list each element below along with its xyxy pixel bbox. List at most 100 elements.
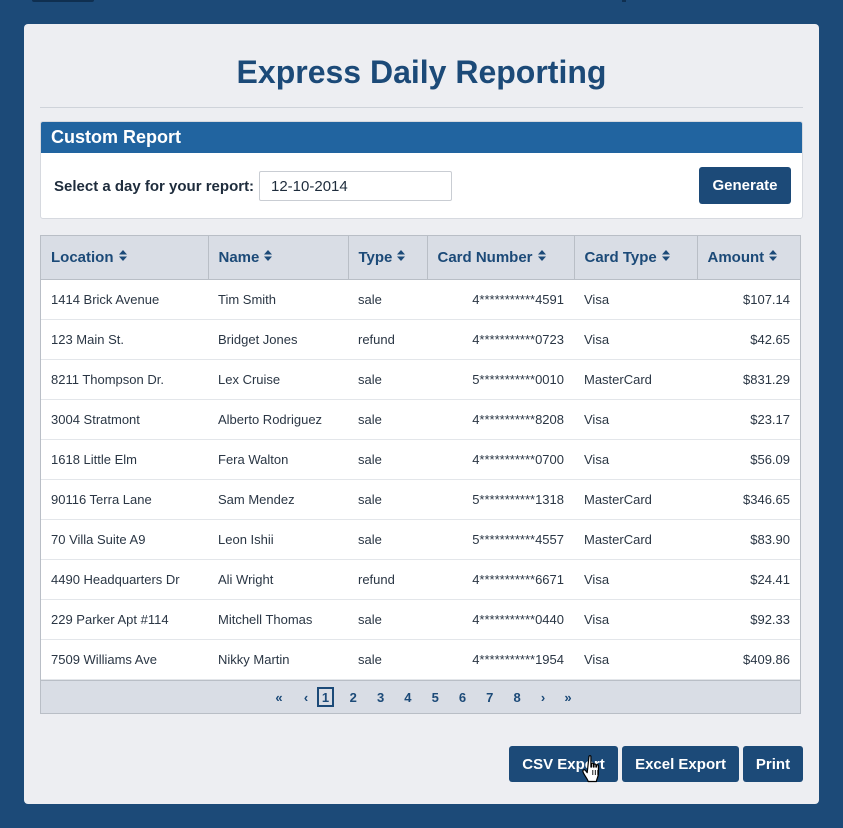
cell-location: 229 Parker Apt #114 bbox=[41, 599, 208, 640]
cell-amount: $831.29 bbox=[697, 359, 800, 400]
cell-name: Bridget Jones bbox=[208, 319, 348, 360]
column-header-label: Card Type bbox=[584, 248, 657, 266]
report-date-input[interactable] bbox=[259, 171, 452, 201]
pagination-page-4[interactable]: 4 bbox=[404, 690, 412, 705]
top-nav-fragment bbox=[32, 0, 94, 2]
csv-export-button[interactable]: CSV Export bbox=[509, 746, 618, 782]
top-nav-fragment-dot bbox=[622, 0, 626, 2]
custom-report-header: Custom Report bbox=[41, 122, 802, 153]
cell-name: Ali Wright bbox=[208, 559, 348, 600]
column-header-amount[interactable]: Amount bbox=[697, 236, 800, 280]
cell-location: 7509 Williams Ave bbox=[41, 639, 208, 680]
table-header-row: Location Name Type Card Number Card Type Amou… bbox=[41, 236, 800, 280]
sort-icon[interactable] bbox=[397, 249, 406, 262]
pagination-page-7[interactable]: 7 bbox=[486, 690, 494, 705]
cell-card-number: 4***********4591 bbox=[427, 279, 574, 320]
cell-location: 1618 Little Elm bbox=[41, 439, 208, 480]
print-button[interactable]: Print bbox=[743, 746, 803, 782]
pagination-first[interactable]: « bbox=[275, 690, 283, 705]
cell-card-number: 4***********0723 bbox=[427, 319, 574, 360]
cell-name: Sam Mendez bbox=[208, 479, 348, 520]
cell-location: 3004 Stratmont bbox=[41, 399, 208, 440]
cell-card-type: Visa bbox=[574, 599, 697, 640]
cell-name: Lex Cruise bbox=[208, 359, 348, 400]
pagination-last[interactable]: » bbox=[564, 690, 572, 705]
generate-button[interactable]: Generate bbox=[699, 167, 791, 204]
table-row: 4490 Headquarters Dr Ali Wright refund 4***… bbox=[41, 559, 800, 600]
cell-card-type: Visa bbox=[574, 439, 697, 480]
sort-icon[interactable] bbox=[118, 249, 127, 262]
cell-card-number: 5***********0010 bbox=[427, 359, 574, 400]
sort-icon[interactable] bbox=[537, 249, 546, 262]
cell-card-type: Visa bbox=[574, 639, 697, 680]
column-header-card-type[interactable]: Card Type bbox=[574, 236, 698, 280]
cell-card-number: 4***********6671 bbox=[427, 559, 574, 600]
pagination-page-2[interactable]: 2 bbox=[349, 690, 357, 705]
pagination-page-5[interactable]: 5 bbox=[431, 690, 439, 705]
title-divider bbox=[40, 107, 803, 108]
cell-name: Leon Ishii bbox=[208, 519, 348, 560]
cell-card-type: MasterCard bbox=[574, 519, 697, 560]
pagination-page-6[interactable]: 6 bbox=[458, 690, 467, 705]
excel-export-button[interactable]: Excel Export bbox=[622, 746, 739, 782]
column-header-location[interactable]: Location bbox=[41, 236, 209, 280]
sort-icon[interactable] bbox=[769, 249, 778, 262]
cell-name: Nikky Martin bbox=[208, 639, 348, 680]
cell-location: 90116 Terra Lane bbox=[41, 479, 208, 520]
column-header-card-number[interactable]: Card Number bbox=[427, 236, 575, 280]
column-header-label: Type bbox=[358, 248, 393, 266]
column-header-type[interactable]: Type bbox=[348, 236, 428, 280]
sort-icon[interactable] bbox=[661, 249, 670, 262]
sort-icon[interactable] bbox=[264, 249, 273, 262]
cell-amount: $107.14 bbox=[697, 279, 800, 320]
cell-amount: $56.09 bbox=[697, 439, 800, 480]
cell-amount: $24.41 bbox=[697, 559, 800, 600]
cell-type: refund bbox=[348, 559, 427, 600]
cell-type: sale bbox=[348, 639, 427, 680]
column-header-label: Location bbox=[51, 248, 114, 266]
cell-amount: $346.65 bbox=[697, 479, 800, 520]
cell-card-type: Visa bbox=[574, 559, 697, 600]
cell-name: Tim Smith bbox=[208, 279, 348, 320]
cell-type: sale bbox=[348, 279, 427, 320]
pagination-page-3[interactable]: 3 bbox=[376, 690, 385, 705]
pagination-page-1[interactable]: 1 bbox=[317, 687, 334, 707]
cell-card-type: Visa bbox=[574, 279, 697, 320]
cell-location: 123 Main St. bbox=[41, 319, 208, 360]
page-title: Express Daily Reporting bbox=[236, 54, 607, 90]
column-header-name[interactable]: Name bbox=[208, 236, 349, 280]
table-row: 7509 Williams Ave Nikky Martin sale 4******… bbox=[41, 639, 800, 680]
cell-location: 1414 Brick Avenue bbox=[41, 279, 208, 320]
cell-card-number: 4***********8208 bbox=[427, 399, 574, 440]
cell-amount: $92.33 bbox=[697, 599, 800, 640]
table-row: 229 Parker Apt #114 Mitchell Thomas sale 4*… bbox=[41, 599, 800, 640]
cell-amount: $42.65 bbox=[697, 319, 800, 360]
column-header-label: Card Number bbox=[437, 248, 533, 266]
cell-amount: $83.90 bbox=[697, 519, 800, 560]
pagination-prev[interactable]: ‹ bbox=[303, 690, 309, 705]
pagination-page-8[interactable]: 8 bbox=[513, 690, 521, 705]
cell-amount: $409.86 bbox=[697, 639, 800, 680]
transactions-table: Location Name Type Card Number Card Type Amou… bbox=[40, 235, 801, 714]
cell-card-number: 4***********1954 bbox=[427, 639, 574, 680]
cell-amount: $23.17 bbox=[697, 399, 800, 440]
column-header-label: Name bbox=[218, 248, 260, 266]
cell-type: sale bbox=[348, 359, 427, 400]
cell-name: Mitchell Thomas bbox=[208, 599, 348, 640]
cell-card-number: 5***********4557 bbox=[427, 519, 574, 560]
cell-type: sale bbox=[348, 479, 427, 520]
pagination: « ‹ 1 2 3 4 5 6 7 8 › » bbox=[41, 680, 800, 713]
cell-name: Alberto Rodriguez bbox=[208, 399, 348, 440]
report-date-label: Select a day for your report: bbox=[54, 178, 255, 195]
pagination-next[interactable]: › bbox=[540, 690, 546, 705]
cell-card-type: Visa bbox=[574, 399, 697, 440]
cell-card-type: MasterCard bbox=[574, 479, 697, 520]
column-header-label: Amount bbox=[707, 248, 765, 266]
cell-type: sale bbox=[348, 439, 427, 480]
cell-card-number: 4***********0700 bbox=[427, 439, 574, 480]
table-row: 123 Main St. Bridget Jones refund 4********… bbox=[41, 319, 800, 360]
table-body: 1414 Brick Avenue Tim Smith sale 4*********… bbox=[41, 279, 800, 680]
cell-card-type: Visa bbox=[574, 319, 697, 360]
table-row: 8211 Thompson Dr. Lex Cruise sale 5********… bbox=[41, 359, 800, 400]
cell-location: 4490 Headquarters Dr bbox=[41, 559, 208, 600]
